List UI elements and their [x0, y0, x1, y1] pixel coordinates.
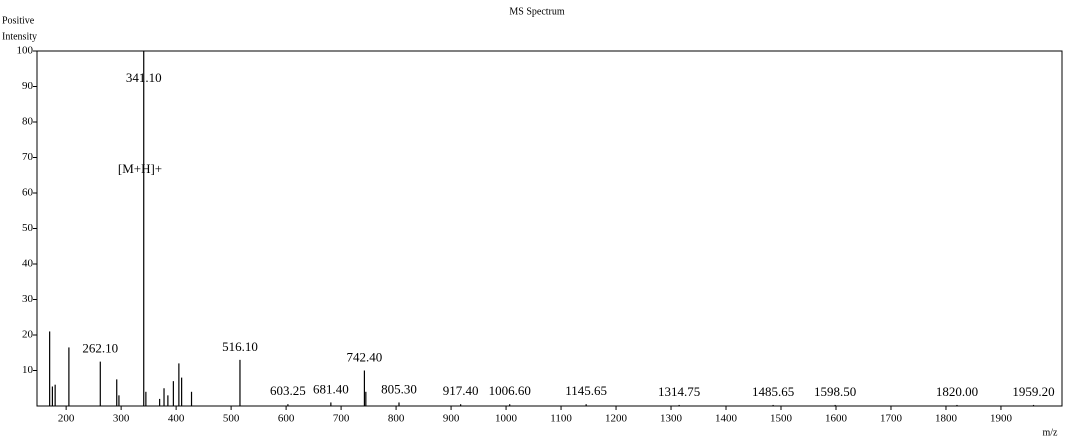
peak-label: 805.30	[381, 381, 417, 396]
peak-label: 341.10	[126, 70, 162, 85]
peak-label: 1959.20	[1012, 384, 1054, 399]
peak-label: 603.25	[270, 383, 306, 398]
peak-label: 742.40	[347, 349, 383, 364]
x-tick-label: 800	[388, 413, 405, 425]
x-tick-label: 1300	[660, 413, 683, 425]
x-tick-label: 1900	[990, 413, 1013, 425]
peak-label: 1820.00	[936, 384, 978, 399]
y-axis-label: Intensity	[2, 31, 37, 42]
y-tick-label: 60	[22, 187, 34, 199]
y-tick-label: 70	[22, 151, 34, 163]
y-tick-label: 20	[22, 329, 34, 341]
x-tick-label: 1500	[770, 413, 793, 425]
x-tick-label: 200	[58, 413, 75, 425]
x-tick-label: 300	[113, 413, 130, 425]
plot-frame	[36, 50, 1063, 407]
x-tick-label: 1000	[495, 413, 518, 425]
x-tick-label: 900	[443, 413, 460, 425]
y-tick-label: 40	[22, 258, 34, 270]
y-tick-label: 10	[22, 364, 34, 376]
x-tick-label: 400	[168, 413, 185, 425]
x-tick-label: 600	[278, 413, 295, 425]
y-axis-label: Positive	[2, 15, 35, 26]
y-tick-label: 30	[22, 293, 34, 305]
peak-label: 262.10	[82, 341, 118, 356]
y-tick-label: 50	[22, 222, 34, 234]
peak-label: 1006.60	[489, 383, 531, 398]
y-tick-label: 90	[22, 80, 34, 92]
peak-label: 516.10	[222, 339, 258, 354]
peak-label: 917.40	[443, 383, 479, 398]
peak-label: 1598.50	[814, 384, 856, 399]
x-axis-label: m/z	[1043, 427, 1059, 438]
y-tick-label: 100	[17, 45, 34, 57]
x-tick-label: 1200	[605, 413, 628, 425]
y-tick-label: 80	[22, 116, 34, 128]
x-tick-label: 1700	[880, 413, 903, 425]
x-tick-label: 1600	[825, 413, 848, 425]
chart-title: MS Spectrum	[509, 6, 565, 17]
annotation: [M+H]+	[118, 161, 162, 176]
x-tick-label: 1800	[935, 413, 958, 425]
x-tick-label: 700	[333, 413, 350, 425]
x-tick-label: 1400	[715, 413, 738, 425]
peak-label: 1485.65	[752, 384, 794, 399]
peak-label: 681.40	[313, 381, 349, 396]
x-tick-label: 1100	[550, 413, 572, 425]
peak-label: 1145.65	[565, 383, 607, 398]
peak-label: 1314.75	[658, 384, 700, 399]
x-tick-label: 500	[223, 413, 240, 425]
